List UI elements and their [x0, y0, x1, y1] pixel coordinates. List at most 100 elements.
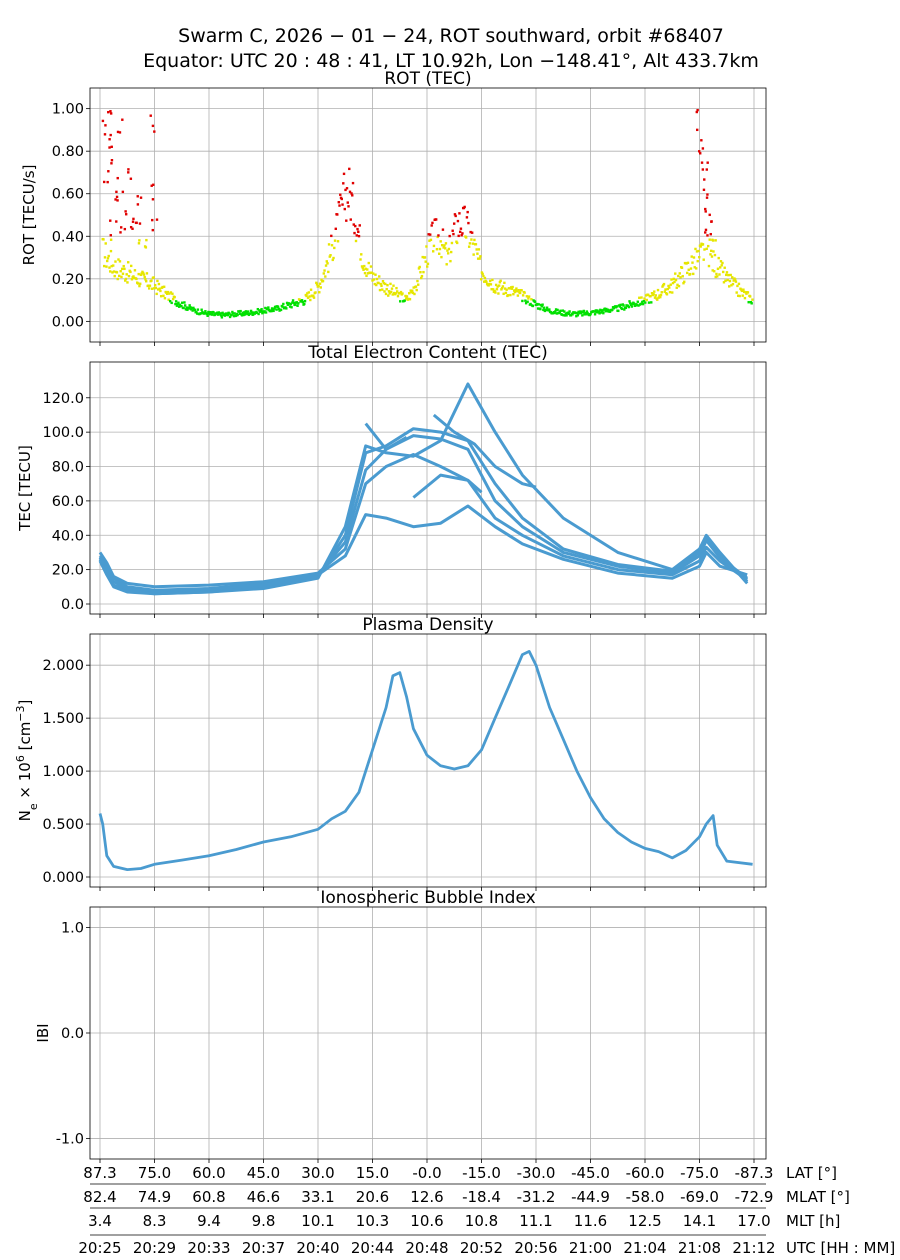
rot-point: [619, 303, 622, 307]
rot-point: [282, 302, 285, 306]
rot-point: [634, 304, 637, 307]
rot-point: [446, 249, 449, 252]
rot-point: [195, 310, 198, 314]
density-ylabel-main: N: [16, 810, 34, 821]
rot-point: [121, 190, 125, 194]
rot-point: [327, 270, 330, 274]
rot-point: [463, 205, 466, 209]
rot-point: [184, 308, 188, 311]
x-axis-value: -75.0: [680, 1164, 719, 1182]
rot-point: [233, 312, 236, 315]
rot-point: [372, 278, 376, 281]
x-axis-value: 11.6: [574, 1212, 607, 1230]
x-axis-value: -58.0: [626, 1188, 665, 1206]
rot-point: [116, 199, 119, 202]
rot-point: [525, 295, 529, 298]
rot-point: [736, 284, 739, 288]
rot-point: [731, 276, 734, 279]
rot-point: [263, 310, 266, 313]
rot-point: [683, 280, 686, 284]
rot-point: [565, 314, 568, 317]
rot-point: [679, 276, 682, 279]
rot-point: [542, 308, 545, 312]
density-yticks: 0.000 0.500 1.000 1.500 2.000: [42, 658, 90, 886]
rot-point: [195, 312, 199, 315]
rot-point: [296, 304, 299, 308]
rot-point: [696, 259, 699, 263]
rot-point: [343, 207, 346, 211]
rot-point: [321, 279, 325, 283]
rot-point: [624, 306, 627, 310]
rot-point: [372, 272, 375, 275]
rot-panel: 0.00 0.20 0.40 0.60 0.80 1.00 ROT (TEC) ROT […: [20, 69, 767, 346]
ibi-panel: -1.0 0.0 1.0 Ionospheric Bubble Index IBI: [34, 888, 767, 1163]
x-axis-table: 87.3 75.0 60.0 45.0 30.0 15.0 -0.0 -15.0 -30.0 -4…: [78, 1164, 895, 1257]
x-axis-value: -69.0: [680, 1188, 719, 1206]
rot-point: [434, 218, 438, 221]
rot-point: [231, 310, 234, 314]
rot-point: [119, 231, 122, 234]
rot-point: [121, 272, 125, 275]
rot-point: [656, 288, 660, 292]
rot-point: [204, 310, 207, 313]
rot-point: [666, 287, 669, 291]
rot-point: [618, 305, 621, 308]
rot-point: [136, 282, 140, 285]
rot-point: [138, 284, 141, 288]
rot-point: [689, 267, 693, 270]
rot-point: [523, 291, 526, 294]
rot-point: [142, 273, 146, 276]
rot-point: [418, 265, 421, 269]
rot-point: [527, 297, 530, 300]
rot-point: [364, 267, 367, 271]
rot-point: [359, 258, 362, 261]
rot-point: [664, 288, 667, 291]
rot-point: [678, 272, 681, 275]
rot-point: [739, 288, 743, 291]
rot-point: [191, 309, 194, 312]
tec-series-line: [98, 427, 749, 596]
rot-point: [192, 306, 195, 310]
rot-point: [500, 286, 504, 290]
rot-point: [362, 268, 365, 271]
rot-point: [363, 271, 367, 275]
rot-point: [482, 274, 485, 278]
rot-point: [371, 279, 374, 282]
rot-point: [626, 304, 630, 308]
rot-point: [348, 167, 351, 171]
rot-point: [501, 285, 505, 288]
rot-point: [413, 292, 416, 296]
rot-point: [705, 168, 708, 171]
density-ylabel-sub: e: [27, 803, 40, 810]
rot-point: [410, 290, 413, 294]
rot-point: [147, 284, 150, 287]
rot-point: [411, 289, 414, 292]
rot-point: [490, 288, 493, 291]
rot-ytick-label: 0.00: [52, 314, 84, 330]
rot-point: [104, 124, 107, 127]
rot-point: [124, 279, 127, 282]
rot-point: [347, 205, 350, 208]
rot-point: [541, 303, 544, 306]
rot-point: [650, 301, 653, 304]
rot-point: [183, 301, 186, 304]
rot-point: [380, 284, 383, 288]
rot-point: [703, 178, 706, 181]
rot-point: [518, 291, 522, 295]
rot-point: [465, 216, 469, 219]
rot-point: [366, 268, 369, 271]
rot-point: [455, 241, 459, 245]
rot-point: [121, 267, 124, 271]
x-axis-value: -0.0: [412, 1164, 441, 1182]
rot-point: [467, 221, 470, 225]
rot-point: [109, 219, 112, 222]
rot-point: [605, 307, 608, 311]
rot-point: [117, 258, 120, 261]
rot-point: [138, 239, 141, 242]
rot-point: [106, 259, 109, 263]
density-ylabel-unit-sup: −3: [14, 705, 27, 721]
rot-point: [554, 310, 557, 313]
rot-point: [334, 227, 337, 231]
rot-point: [207, 310, 210, 314]
rot-point: [584, 313, 588, 316]
